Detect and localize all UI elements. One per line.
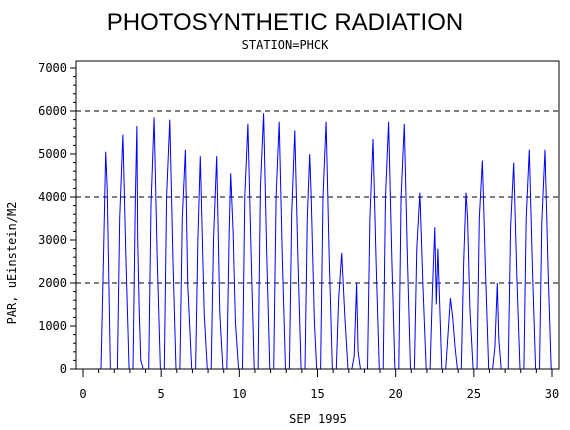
reference-lines xyxy=(76,110,559,284)
y-tick-label: 6000 xyxy=(38,104,67,118)
series-layer xyxy=(98,113,552,370)
series-line xyxy=(98,113,552,370)
y-tick-label: 3000 xyxy=(38,233,67,247)
x-tick-label: 20 xyxy=(388,387,402,401)
chart-title: PHOTOSYNTHETIC RADIATION xyxy=(107,9,463,36)
y-tick-label: 1000 xyxy=(38,319,67,333)
x-tick-label: 30 xyxy=(545,387,559,401)
y-tick-label: 2000 xyxy=(38,276,67,290)
x-axis-label: SEP 1995 xyxy=(289,412,347,426)
x-axis: 0 5 10 15 20 25 30 xyxy=(79,369,559,401)
chart-subtitle: STATION=PHCK xyxy=(242,38,329,52)
x-tick-label: 0 xyxy=(79,387,86,401)
y-tick-label: 0 xyxy=(60,362,67,376)
y-tick-label: 4000 xyxy=(38,190,67,204)
x-tick-label: 25 xyxy=(467,387,481,401)
x-tick-label: 5 xyxy=(158,387,165,401)
x-tick-label: 15 xyxy=(310,387,324,401)
y-axis-label: PAR, uEinstein/M2 xyxy=(5,202,19,325)
y-axis: 0 1000 2000 3000 4000 5000 6000 7000 xyxy=(38,61,76,376)
x-tick-label: 10 xyxy=(232,387,246,401)
plot-frame xyxy=(75,60,560,370)
y-tick-label: 5000 xyxy=(38,147,67,161)
y-tick-label: 7000 xyxy=(38,61,67,75)
